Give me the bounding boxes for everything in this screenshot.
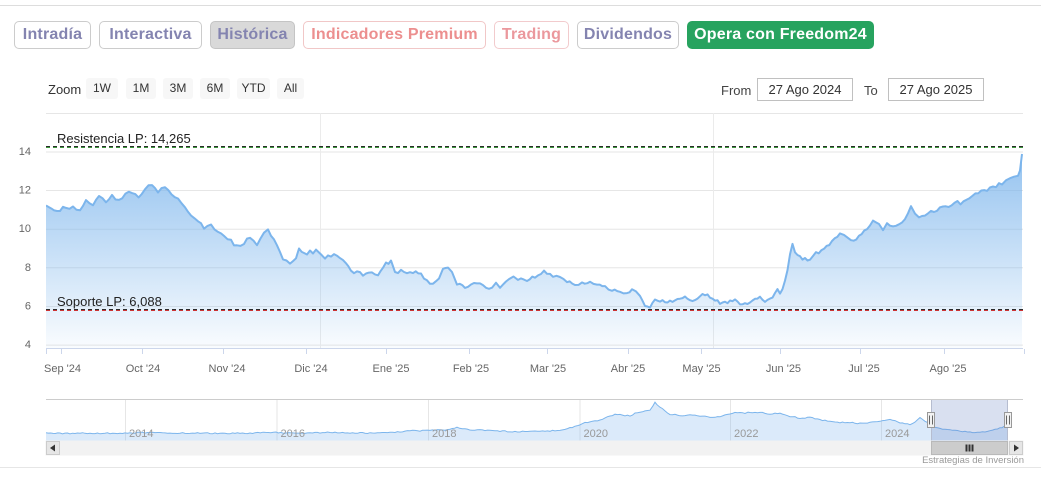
svg-text:2022: 2022 <box>734 428 758 440</box>
svg-text:Abr '25: Abr '25 <box>611 363 646 375</box>
svg-text:Jun '25: Jun '25 <box>766 363 801 375</box>
svg-text:Sep '24: Sep '24 <box>44 363 81 375</box>
svg-text:2024: 2024 <box>885 428 909 440</box>
svg-text:Feb '25: Feb '25 <box>453 363 489 375</box>
svg-text:Resistencia LP: 14,265: Resistencia LP: 14,265 <box>57 131 191 146</box>
svg-text:May '25: May '25 <box>682 363 720 375</box>
svg-text:Ene '25: Ene '25 <box>373 363 410 375</box>
svg-text:6: 6 <box>25 301 31 313</box>
svg-text:10: 10 <box>19 223 31 235</box>
svg-text:2016: 2016 <box>281 428 305 440</box>
svg-text:Dic '24: Dic '24 <box>294 363 327 375</box>
svg-text:8: 8 <box>25 262 31 274</box>
svg-text:Oct '24: Oct '24 <box>126 363 161 375</box>
svg-text:12: 12 <box>19 185 31 197</box>
svg-text:14: 14 <box>19 146 31 158</box>
svg-text:Soporte LP: 6,088: Soporte LP: 6,088 <box>57 294 162 309</box>
svg-text:4: 4 <box>25 339 31 351</box>
svg-text:Mar '25: Mar '25 <box>530 363 566 375</box>
svg-text:2020: 2020 <box>584 428 608 440</box>
svg-text:Nov '24: Nov '24 <box>209 363 246 375</box>
svg-text:Estrategias de Inversión: Estrategias de Inversión <box>922 455 1024 466</box>
svg-text:Jul '25: Jul '25 <box>848 363 879 375</box>
svg-text:Ago '25: Ago '25 <box>930 363 967 375</box>
svg-text:2018: 2018 <box>432 428 456 440</box>
svg-text:2014: 2014 <box>129 428 153 440</box>
